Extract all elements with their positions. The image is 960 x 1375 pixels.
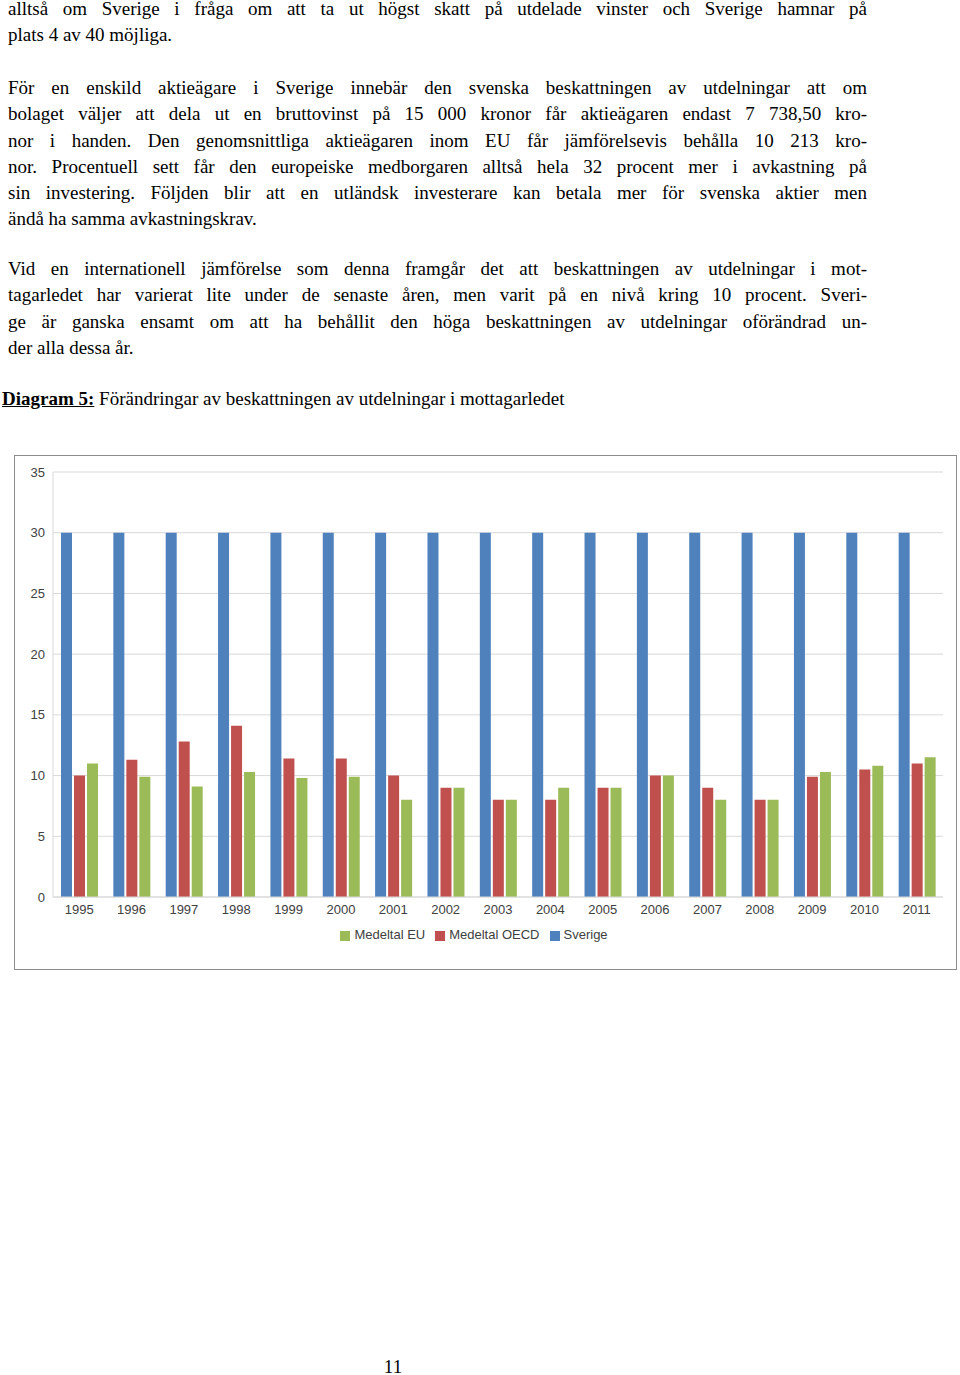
html-text:sin investering. Följden blir: sin investering. Följden blir att en utl…: [8, 182, 867, 204]
svg-text:2004: 2004: [536, 902, 565, 917]
svg-text:30: 30: [31, 525, 45, 540]
svg-text:2001: 2001: [379, 902, 408, 917]
svg-text:1996: 1996: [117, 902, 146, 917]
svg-text:1997: 1997: [169, 902, 198, 917]
html-text:ändå ha samma avkastningskrav.: ändå ha samma avkastningskrav.: [8, 208, 257, 230]
svg-text:25: 25: [31, 586, 45, 601]
svg-text:2005: 2005: [588, 902, 617, 917]
svg-text:2008: 2008: [745, 902, 774, 917]
html-text:bolaget väljer att dela ut en: bolaget väljer att dela ut en bruttovins…: [8, 103, 867, 125]
html-text:plats 4 av 40 möjliga.: plats 4 av 40 möjliga.: [8, 24, 173, 46]
html-text:Diagram 5: Förändringar av bes: Diagram 5: Förändringar av beskattningen…: [2, 388, 565, 409]
svg-text:2000: 2000: [326, 902, 355, 917]
svg-text:2011: 2011: [903, 902, 931, 917]
svg-text:1999: 1999: [274, 902, 303, 917]
svg-text:2006: 2006: [641, 902, 670, 917]
html-text:Sverige: Sverige: [563, 927, 608, 942]
html-text:nor i handen. Den genomsnittli: nor i handen. Den genomsnittliga aktieäg…: [8, 129, 867, 151]
html-text:Medeltal EU: Medeltal EU: [354, 927, 426, 942]
svg-text:10: 10: [31, 768, 45, 783]
svg-text:2009: 2009: [798, 902, 827, 917]
html-text:nor. Procentuell sett får den: nor. Procentuell sett får den europeiske…: [8, 155, 867, 177]
svg-text:15: 15: [31, 707, 45, 722]
svg-text:1998: 1998: [222, 902, 251, 917]
svg-text:2007: 2007: [693, 902, 722, 917]
html-text:ge är ganska ensamt om att ha: ge är ganska ensamt om att ha behållit d…: [8, 310, 867, 332]
svg-text:2003: 2003: [484, 902, 513, 917]
svg-text:35: 35: [31, 465, 45, 480]
html-text:För en enskild aktieägare i Sv: För en enskild aktieägare i Sverige inne…: [8, 77, 867, 98]
svg-text:5: 5: [38, 829, 45, 844]
html-text:Medeltal OECD: Medeltal OECD: [449, 927, 540, 942]
html-text:tagarledet har varierat lite u: tagarledet har varierat lite under de se…: [8, 284, 867, 306]
html-text:der alla dessa år.: der alla dessa år.: [8, 336, 134, 358]
svg-text:20: 20: [31, 647, 45, 662]
svg-text:2010: 2010: [850, 902, 879, 917]
svg-text:2002: 2002: [431, 902, 460, 917]
svg-text:0: 0: [38, 890, 45, 905]
html-text:Vid en internationell jämförel: Vid en internationell jämförelse som den…: [8, 258, 867, 279]
svg-text:1995: 1995: [65, 902, 94, 917]
